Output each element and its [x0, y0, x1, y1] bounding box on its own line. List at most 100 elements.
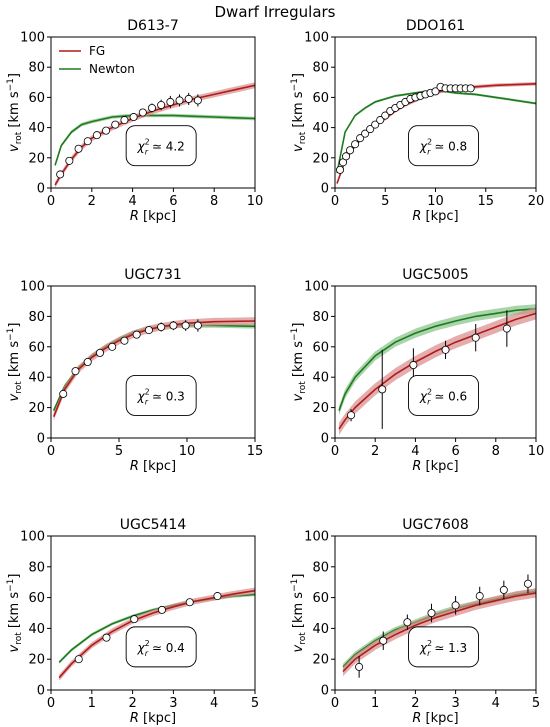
y-tick-label: 60 — [312, 91, 329, 106]
point-marker — [376, 116, 385, 125]
data-point — [83, 137, 92, 146]
point-marker — [379, 636, 388, 645]
y-tick-label: 0 — [37, 182, 45, 197]
chi2-annotation: χ2 r ≃ 4.2 — [125, 125, 197, 167]
point-marker — [74, 144, 83, 153]
data-point — [471, 324, 480, 352]
point-marker — [471, 333, 480, 342]
point-marker — [181, 321, 190, 330]
plot-area — [336, 82, 536, 186]
point-marker — [213, 592, 222, 601]
legend-fg-label: FG — [89, 44, 105, 58]
panel-title: UGC5005 — [402, 267, 469, 283]
chi2-box — [125, 125, 197, 167]
x-axis-label: R [kpc] — [130, 459, 176, 474]
plot-area — [54, 82, 255, 188]
point-marker — [356, 134, 365, 143]
point-marker — [102, 633, 111, 642]
data-point — [74, 655, 83, 664]
x-tick-label: 5 — [251, 696, 259, 711]
y-tick-label: 0 — [321, 432, 329, 447]
y-tick-label: 80 — [312, 310, 329, 325]
y-tick-label: 100 — [20, 280, 45, 295]
point-marker — [102, 126, 111, 135]
point-marker — [108, 342, 117, 351]
data-point — [92, 131, 101, 140]
legend: FG Newton — [59, 44, 135, 76]
y-tick-label: 40 — [28, 622, 45, 637]
chart-panel: UGC7608 0 1 2 3 4 5 0 20 40 60 80 100 R [kpc] vrot [km… — [290, 517, 540, 726]
data-point — [108, 342, 117, 351]
point-marker — [184, 94, 193, 103]
data-point — [95, 348, 104, 357]
axes-frame — [50, 36, 256, 189]
data-point — [355, 656, 364, 678]
point-marker — [111, 120, 120, 129]
data-point — [102, 126, 111, 135]
point-marker — [129, 113, 138, 122]
x-tick-label: 3 — [169, 696, 177, 711]
data-point — [120, 336, 129, 345]
point-marker — [403, 618, 412, 627]
y-tick-label: 40 — [28, 121, 45, 136]
point-marker — [193, 96, 202, 105]
x-tick-label: 10 — [528, 444, 545, 459]
y-tick-label: 100 — [304, 280, 329, 295]
y-axis-label: vrot [km s−1] — [290, 574, 308, 653]
point-marker — [59, 389, 68, 398]
point-marker — [138, 108, 147, 117]
axes-frame — [50, 285, 256, 439]
y-tick-label: 80 — [312, 61, 329, 76]
chi2-value: χ2 r ≃ 0.3 — [137, 387, 185, 406]
chi2-box — [125, 626, 197, 668]
chart-panel: DDO161 0 5 10 15 20 0 20 40 60 80 100 R [kpc] vrot [k… — [290, 18, 544, 224]
y-tick-label: 80 — [28, 61, 45, 76]
point-marker — [378, 385, 387, 394]
data-point — [132, 330, 141, 339]
data-point — [157, 605, 166, 614]
point-marker — [83, 137, 92, 146]
point-marker — [65, 156, 74, 165]
y-tick-label: 60 — [28, 591, 45, 606]
data-point — [185, 598, 194, 607]
data-point — [184, 92, 193, 105]
x-tick-label: 1 — [88, 696, 96, 711]
chi2-box — [408, 626, 479, 668]
y-tick-label: 20 — [28, 401, 45, 416]
newton-band — [55, 113, 255, 168]
point-marker — [502, 324, 511, 333]
x-tick-label: 6 — [451, 444, 459, 459]
newton-line — [338, 308, 536, 411]
point-marker — [451, 601, 460, 610]
data-point — [356, 134, 365, 143]
data-point — [59, 389, 68, 398]
point-marker — [346, 146, 355, 155]
data-point — [342, 152, 351, 161]
point-marker — [120, 116, 129, 125]
y-tick-label: 40 — [312, 371, 329, 386]
data-point — [427, 603, 436, 623]
point-marker — [427, 609, 436, 618]
point-marker — [166, 97, 175, 106]
y-tick-label: 40 — [312, 622, 329, 637]
x-tick-label: 0 — [47, 194, 55, 209]
data-point — [166, 95, 175, 108]
point-marker — [523, 579, 532, 588]
x-tick-label: 15 — [247, 444, 264, 459]
point-marker — [175, 96, 184, 105]
legend-newton-label: Newton — [89, 62, 135, 76]
y-tick-label: 0 — [321, 684, 329, 699]
y-tick-label: 40 — [28, 371, 45, 386]
y-tick-label: 100 — [20, 530, 45, 545]
point-marker — [120, 336, 129, 345]
data-point — [475, 586, 484, 606]
point-marker — [92, 131, 101, 140]
x-tick-label: 4 — [492, 696, 500, 711]
x-tick-label: 8 — [210, 194, 218, 209]
x-tick-label: 4 — [210, 696, 218, 711]
data-point — [56, 170, 65, 179]
chi2-value: χ2 r ≃ 0.4 — [137, 639, 185, 658]
